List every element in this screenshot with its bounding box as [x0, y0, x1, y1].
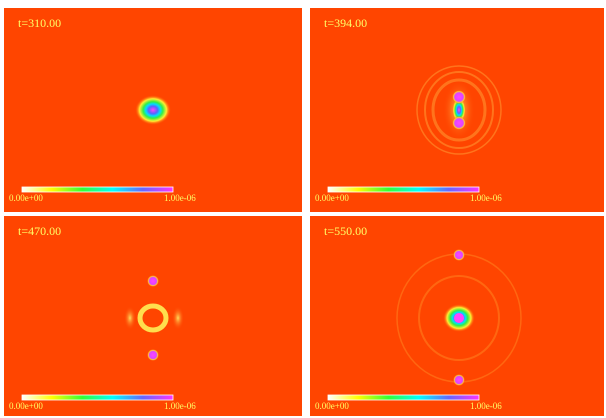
colorbar: [328, 187, 479, 192]
time-label: t=310.00: [18, 16, 61, 30]
page: t=310.00 0.00e+00 1.00e-06 t=394.00 0.00…: [0, 0, 606, 418]
panel: t=550.00 0.00e+00 1.00e-06: [310, 216, 604, 416]
panel: t=310.00 0.00e+00 1.00e-06: [4, 8, 302, 212]
colorbar: [328, 395, 479, 400]
colorbar-max: 1.00e-06: [470, 193, 502, 203]
panel: t=470.00 0.00e+00 1.00e-06: [4, 216, 302, 416]
colorbar: [22, 187, 173, 192]
particle: [453, 374, 465, 386]
colorbar-max: 1.00e-06: [164, 193, 196, 203]
ripple: [172, 306, 184, 330]
figure: t=310.00 0.00e+00 1.00e-06 t=394.00 0.00…: [0, 0, 606, 418]
colorbar-max: 1.00e-06: [470, 401, 502, 411]
wave-packet: [135, 95, 171, 125]
colorbar-min: 0.00e+00: [9, 193, 43, 203]
particle: [453, 249, 465, 261]
colorbar-min: 0.00e+00: [315, 401, 349, 411]
ripple: [124, 306, 136, 330]
colorbar: [22, 395, 173, 400]
particle: [454, 313, 464, 323]
time-label: t=470.00: [18, 224, 61, 238]
field: [4, 216, 302, 416]
panel: t=394.00 0.00e+00 1.00e-06: [310, 8, 604, 212]
time-label: t=550.00: [324, 224, 367, 238]
particle: [147, 275, 159, 287]
colorbar-min: 0.00e+00: [315, 193, 349, 203]
time-label: t=394.00: [324, 16, 367, 30]
particle: [452, 116, 466, 130]
particle: [452, 90, 466, 104]
particle: [147, 349, 159, 361]
colorbar-max: 1.00e-06: [164, 401, 196, 411]
colorbar-min: 0.00e+00: [9, 401, 43, 411]
